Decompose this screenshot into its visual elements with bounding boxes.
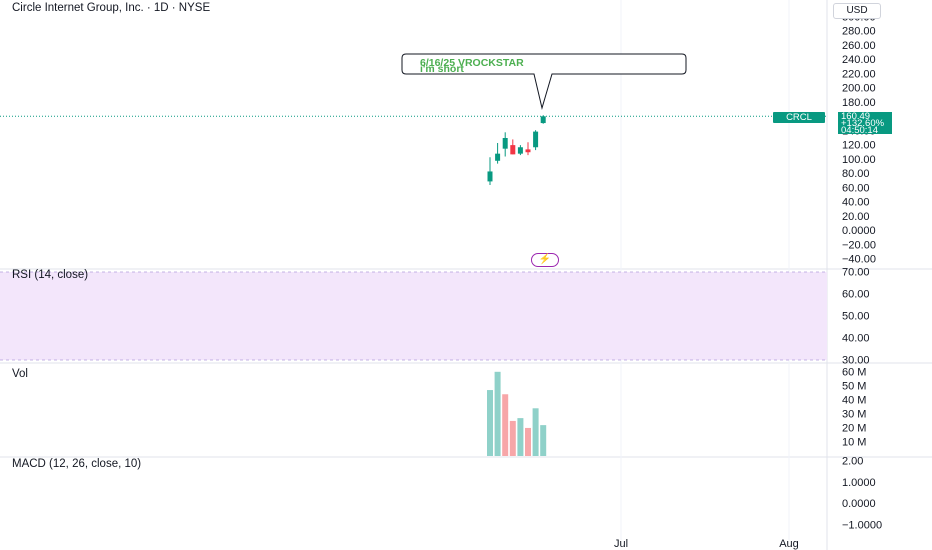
axis-tick-label: 50.00 <box>842 311 870 323</box>
candle-body <box>502 138 508 149</box>
volume-bar <box>502 394 509 456</box>
candle-body <box>510 145 516 155</box>
volume-bar <box>487 390 493 456</box>
axis-tick-label: −1.0000 <box>842 520 882 532</box>
axis-tick-label: 120.00 <box>842 140 876 152</box>
axis-tick-label: 60.00 <box>842 289 870 301</box>
axis-tick-label: 1.0000 <box>842 477 876 489</box>
volume-bar <box>509 420 516 456</box>
rsi-pane-label[interactable]: RSI (14, close) <box>12 269 89 281</box>
axis-tick-label: 260.00 <box>842 40 876 52</box>
axis-tick-label: 0.0000 <box>842 225 876 237</box>
axis-tick-label: 70.00 <box>842 267 870 279</box>
vol-pane-label[interactable]: Vol <box>12 368 28 380</box>
axis-tick-label: 60.00 <box>842 182 870 194</box>
volume-group <box>487 371 547 456</box>
axis-tick-label: 20 M <box>842 422 866 434</box>
axis-tick-label: 30 M <box>842 408 866 420</box>
currency-button[interactable]: USD <box>833 3 881 19</box>
last-price-change: +132.60% <box>841 118 885 129</box>
last-price-tag: 160.49 +132.60% 04:50:14 <box>838 111 892 136</box>
axis-tick-label: −40.00 <box>842 254 876 266</box>
axis-tick-label: 280.00 <box>842 26 876 38</box>
axis-tick-label: 100.00 <box>842 154 876 166</box>
candle-body <box>495 153 501 161</box>
rsi-band <box>0 272 827 360</box>
axis-tick-label: 60 M <box>842 366 866 378</box>
candle-body <box>525 149 531 153</box>
volume-bar <box>540 425 547 456</box>
annotation-callout[interactable] <box>401 53 687 110</box>
symbol-title[interactable]: Circle Internet Group, Inc. · 1D · NYSE <box>12 2 211 14</box>
macd-pane-label[interactable]: MACD (12, 26, close, 10) <box>12 458 142 470</box>
candles-group <box>487 115 546 185</box>
axis-tick-label: 200.00 <box>842 83 876 95</box>
axis-tick-label: 50 M <box>842 380 866 392</box>
candle-body <box>540 116 546 124</box>
time-axis-label: Aug <box>779 538 799 550</box>
axis-tick-label: 30.00 <box>842 355 870 367</box>
annotation-line1: 6/16/25 VROCKSTAR <box>420 57 524 69</box>
axis-tick-label: −20.00 <box>842 239 876 251</box>
axis-tick-label: 40.00 <box>842 197 870 209</box>
lightning-icon[interactable]: ⚡ <box>531 253 559 267</box>
candle-body <box>517 147 523 154</box>
axis-tick-label: 40.00 <box>842 333 870 345</box>
axis-tick-label: 40 M <box>842 394 866 406</box>
axis-tick-label: 10 M <box>842 436 866 448</box>
axis-tick-label: 180.00 <box>842 97 876 109</box>
candle-body <box>487 171 493 182</box>
volume-bar <box>494 371 501 456</box>
last-price-value: 160.49 <box>841 111 871 122</box>
volume-bar <box>525 427 531 456</box>
bar-countdown: 04:50:14 <box>841 125 878 136</box>
axis-tick-label: 220.00 <box>842 68 876 80</box>
volume-bar <box>532 408 539 456</box>
axis-tick-label: 240.00 <box>842 54 876 66</box>
annotation-line2: i'm short <box>420 63 464 75</box>
axis-tick-label: 20.00 <box>842 211 870 223</box>
volume-bar <box>517 418 524 456</box>
axis-tick-label: 0.0000 <box>842 498 876 510</box>
ticker-tag: CRCL <box>773 112 825 123</box>
candle-body <box>533 131 539 148</box>
time-axis-label: Jul <box>614 538 628 550</box>
axis-tick-label: 80.00 <box>842 168 870 180</box>
axis-tick-label: 2.00 <box>842 456 863 468</box>
